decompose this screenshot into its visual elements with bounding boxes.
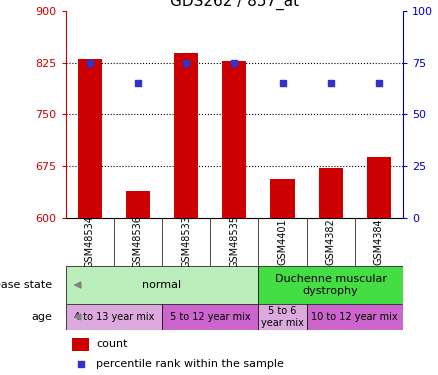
Bar bbox=[319, 168, 343, 217]
Text: Duchenne muscular
dystrophy: Duchenne muscular dystrophy bbox=[275, 274, 387, 296]
Bar bbox=[258, 304, 307, 330]
Text: GSM4382: GSM4382 bbox=[326, 219, 336, 265]
Point bbox=[231, 60, 238, 66]
Bar bbox=[78, 59, 102, 217]
Point bbox=[375, 81, 382, 87]
Text: GSM48535: GSM48535 bbox=[230, 215, 239, 268]
Text: GSM4401: GSM4401 bbox=[278, 219, 287, 265]
Text: disease state: disease state bbox=[0, 280, 53, 290]
Point bbox=[183, 60, 190, 66]
Text: GSM4384: GSM4384 bbox=[374, 219, 384, 265]
Bar bbox=[307, 304, 403, 330]
Bar bbox=[72, 338, 89, 351]
Bar bbox=[174, 53, 198, 217]
Text: normal: normal bbox=[142, 280, 182, 290]
Text: 10 to 12 year mix: 10 to 12 year mix bbox=[311, 312, 398, 322]
Text: 5 to 12 year mix: 5 to 12 year mix bbox=[170, 312, 251, 322]
Text: GSM48533: GSM48533 bbox=[181, 215, 191, 268]
Text: 4 to 13 year mix: 4 to 13 year mix bbox=[74, 312, 154, 322]
Point bbox=[134, 81, 141, 87]
Text: 5 to 6
year mix: 5 to 6 year mix bbox=[261, 306, 304, 328]
Bar bbox=[271, 179, 295, 218]
Text: GSM48534: GSM48534 bbox=[85, 215, 95, 268]
Text: age: age bbox=[32, 312, 53, 322]
Text: count: count bbox=[96, 339, 127, 349]
Bar bbox=[162, 304, 258, 330]
Point bbox=[279, 81, 286, 87]
Bar bbox=[66, 304, 162, 330]
Text: GSM48536: GSM48536 bbox=[133, 215, 143, 268]
Text: percentile rank within the sample: percentile rank within the sample bbox=[96, 359, 284, 369]
Bar bbox=[66, 266, 258, 304]
Bar bbox=[258, 266, 403, 304]
Bar bbox=[223, 61, 246, 217]
Title: GDS262 / 857_at: GDS262 / 857_at bbox=[170, 0, 299, 10]
Point bbox=[327, 81, 334, 87]
Point bbox=[78, 361, 85, 367]
Bar bbox=[367, 157, 391, 218]
Point bbox=[86, 60, 93, 66]
Bar bbox=[126, 191, 150, 217]
